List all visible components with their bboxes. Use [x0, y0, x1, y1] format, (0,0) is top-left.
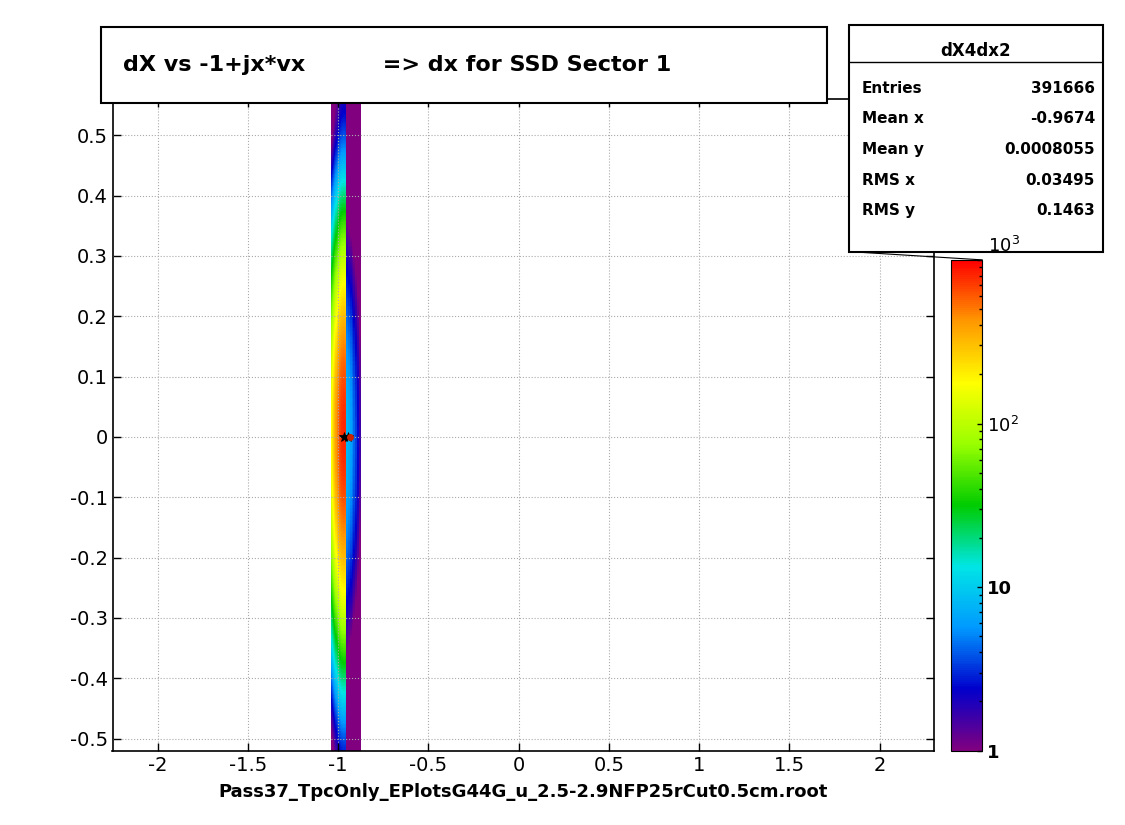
Text: dX4dx2: dX4dx2 [940, 42, 1011, 59]
Text: RMS x: RMS x [862, 172, 915, 187]
Text: 0.1463: 0.1463 [1036, 203, 1095, 219]
Text: 391666: 391666 [1030, 81, 1095, 96]
Text: Mean y: Mean y [862, 142, 924, 157]
Text: Entries: Entries [862, 81, 922, 96]
Text: Mean x: Mean x [862, 111, 924, 126]
X-axis label: Pass37_TpcOnly_EPlotsG44G_u_2.5-2.9NFP25rCut0.5cm.root: Pass37_TpcOnly_EPlotsG44G_u_2.5-2.9NFP25… [218, 783, 828, 801]
Text: -0.9674: -0.9674 [1029, 111, 1095, 126]
Text: 0.03495: 0.03495 [1026, 172, 1095, 187]
Text: 0.0008055: 0.0008055 [1005, 142, 1095, 157]
Text: RMS y: RMS y [862, 203, 915, 219]
Text: $10^3$: $10^3$ [988, 236, 1019, 256]
Text: dX vs -1+jx*vx          => dx for SSD Sector 1: dX vs -1+jx*vx => dx for SSD Sector 1 [123, 55, 672, 75]
